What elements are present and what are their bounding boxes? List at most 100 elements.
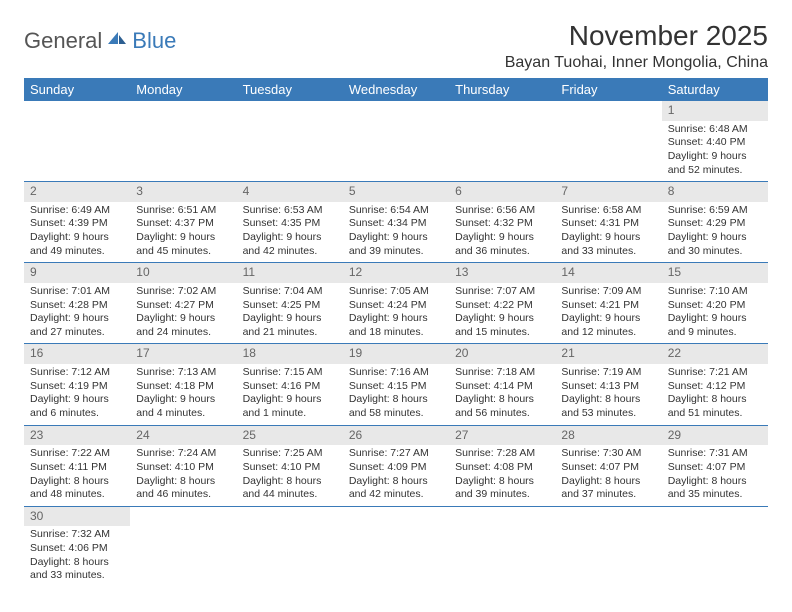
logo: General Blue [24,28,176,54]
day-number: 15 [662,263,768,283]
day-content: Sunrise: 7:16 AMSunset: 4:15 PMDaylight:… [343,364,449,425]
sunrise-text: Sunrise: 7:16 AM [349,366,443,380]
calendar-cell: 17Sunrise: 7:13 AMSunset: 4:18 PMDayligh… [130,344,236,425]
sunrise-text: Sunrise: 7:24 AM [136,447,230,461]
sunset-text: Sunset: 4:06 PM [30,542,124,556]
day-content: Sunrise: 7:22 AMSunset: 4:11 PMDaylight:… [24,445,130,506]
day-content: Sunrise: 6:49 AMSunset: 4:39 PMDaylight:… [24,202,130,263]
day-content: Sunrise: 7:02 AMSunset: 4:27 PMDaylight:… [130,283,236,344]
sunrise-text: Sunrise: 6:48 AM [668,123,762,137]
day-number: 5 [343,182,449,202]
sunrise-text: Sunrise: 7:25 AM [243,447,337,461]
day-content: Sunrise: 6:59 AMSunset: 4:29 PMDaylight:… [662,202,768,263]
daylight-text: Daylight: 8 hours and 37 minutes. [561,475,655,502]
calendar-row: 30Sunrise: 7:32 AMSunset: 4:06 PMDayligh… [24,506,768,587]
sunset-text: Sunset: 4:28 PM [30,299,124,313]
day-header: Saturday [662,78,768,101]
sunrise-text: Sunrise: 7:01 AM [30,285,124,299]
day-content: Sunrise: 6:48 AMSunset: 4:40 PMDaylight:… [662,121,768,182]
calendar-cell: 24Sunrise: 7:24 AMSunset: 4:10 PMDayligh… [130,425,236,506]
day-number: 22 [662,344,768,364]
calendar-cell: 13Sunrise: 7:07 AMSunset: 4:22 PMDayligh… [449,263,555,344]
calendar-cell [449,101,555,182]
daylight-text: Daylight: 8 hours and 46 minutes. [136,475,230,502]
day-number: 17 [130,344,236,364]
daylight-text: Daylight: 9 hours and 42 minutes. [243,231,337,258]
daylight-text: Daylight: 8 hours and 42 minutes. [349,475,443,502]
sunset-text: Sunset: 4:10 PM [136,461,230,475]
day-number: 29 [662,426,768,446]
calendar-cell: 11Sunrise: 7:04 AMSunset: 4:25 PMDayligh… [237,263,343,344]
day-content: Sunrise: 6:54 AMSunset: 4:34 PMDaylight:… [343,202,449,263]
calendar-row: 23Sunrise: 7:22 AMSunset: 4:11 PMDayligh… [24,425,768,506]
sunset-text: Sunset: 4:21 PM [561,299,655,313]
daylight-text: Daylight: 9 hours and 9 minutes. [668,312,762,339]
day-content: Sunrise: 7:21 AMSunset: 4:12 PMDaylight:… [662,364,768,425]
daylight-text: Daylight: 8 hours and 51 minutes. [668,393,762,420]
day-content: Sunrise: 7:09 AMSunset: 4:21 PMDaylight:… [555,283,661,344]
calendar-cell [662,506,768,587]
sunset-text: Sunset: 4:07 PM [561,461,655,475]
sail-icon [106,26,128,52]
calendar-cell [343,506,449,587]
day-number: 1 [662,101,768,121]
calendar-cell: 21Sunrise: 7:19 AMSunset: 4:13 PMDayligh… [555,344,661,425]
sunrise-text: Sunrise: 6:53 AM [243,204,337,218]
day-number: 9 [24,263,130,283]
sunset-text: Sunset: 4:27 PM [136,299,230,313]
day-content: Sunrise: 7:19 AMSunset: 4:13 PMDaylight:… [555,364,661,425]
sunrise-text: Sunrise: 7:04 AM [243,285,337,299]
day-number: 24 [130,426,236,446]
calendar-cell [130,506,236,587]
daylight-text: Daylight: 8 hours and 53 minutes. [561,393,655,420]
day-header: Wednesday [343,78,449,101]
logo-word2: Blue [132,28,176,54]
sunrise-text: Sunrise: 7:09 AM [561,285,655,299]
daylight-text: Daylight: 9 hours and 1 minute. [243,393,337,420]
day-number: 6 [449,182,555,202]
sunset-text: Sunset: 4:13 PM [561,380,655,394]
day-header: Thursday [449,78,555,101]
sunset-text: Sunset: 4:25 PM [243,299,337,313]
daylight-text: Daylight: 8 hours and 48 minutes. [30,475,124,502]
sunrise-text: Sunrise: 7:22 AM [30,447,124,461]
location: Bayan Tuohai, Inner Mongolia, China [505,54,768,72]
calendar-table: SundayMondayTuesdayWednesdayThursdayFrid… [24,78,768,587]
daylight-text: Daylight: 9 hours and 49 minutes. [30,231,124,258]
sunset-text: Sunset: 4:12 PM [668,380,762,394]
sunrise-text: Sunrise: 6:51 AM [136,204,230,218]
daylight-text: Daylight: 9 hours and 39 minutes. [349,231,443,258]
calendar-cell: 23Sunrise: 7:22 AMSunset: 4:11 PMDayligh… [24,425,130,506]
day-content: Sunrise: 7:04 AMSunset: 4:25 PMDaylight:… [237,283,343,344]
calendar-cell [343,101,449,182]
calendar-row: 2Sunrise: 6:49 AMSunset: 4:39 PMDaylight… [24,182,768,263]
calendar-cell [130,101,236,182]
calendar-cell [555,101,661,182]
day-header: Friday [555,78,661,101]
sunset-text: Sunset: 4:07 PM [668,461,762,475]
calendar-cell: 12Sunrise: 7:05 AMSunset: 4:24 PMDayligh… [343,263,449,344]
daylight-text: Daylight: 9 hours and 52 minutes. [668,150,762,177]
daylight-text: Daylight: 8 hours and 33 minutes. [30,556,124,583]
daylight-text: Daylight: 9 hours and 24 minutes. [136,312,230,339]
day-content: Sunrise: 7:05 AMSunset: 4:24 PMDaylight:… [343,283,449,344]
day-number: 19 [343,344,449,364]
sunset-text: Sunset: 4:37 PM [136,217,230,231]
daylight-text: Daylight: 9 hours and 45 minutes. [136,231,230,258]
sunrise-text: Sunrise: 7:21 AM [668,366,762,380]
calendar-cell: 2Sunrise: 6:49 AMSunset: 4:39 PMDaylight… [24,182,130,263]
day-number: 21 [555,344,661,364]
day-content: Sunrise: 7:01 AMSunset: 4:28 PMDaylight:… [24,283,130,344]
sunset-text: Sunset: 4:08 PM [455,461,549,475]
day-content: Sunrise: 6:58 AMSunset: 4:31 PMDaylight:… [555,202,661,263]
calendar-cell [449,506,555,587]
sunrise-text: Sunrise: 7:27 AM [349,447,443,461]
day-header-row: SundayMondayTuesdayWednesdayThursdayFrid… [24,78,768,101]
sunrise-text: Sunrise: 6:56 AM [455,204,549,218]
day-number: 23 [24,426,130,446]
sunrise-text: Sunrise: 6:58 AM [561,204,655,218]
day-number: 3 [130,182,236,202]
sunset-text: Sunset: 4:19 PM [30,380,124,394]
day-number: 10 [130,263,236,283]
sunrise-text: Sunrise: 7:18 AM [455,366,549,380]
